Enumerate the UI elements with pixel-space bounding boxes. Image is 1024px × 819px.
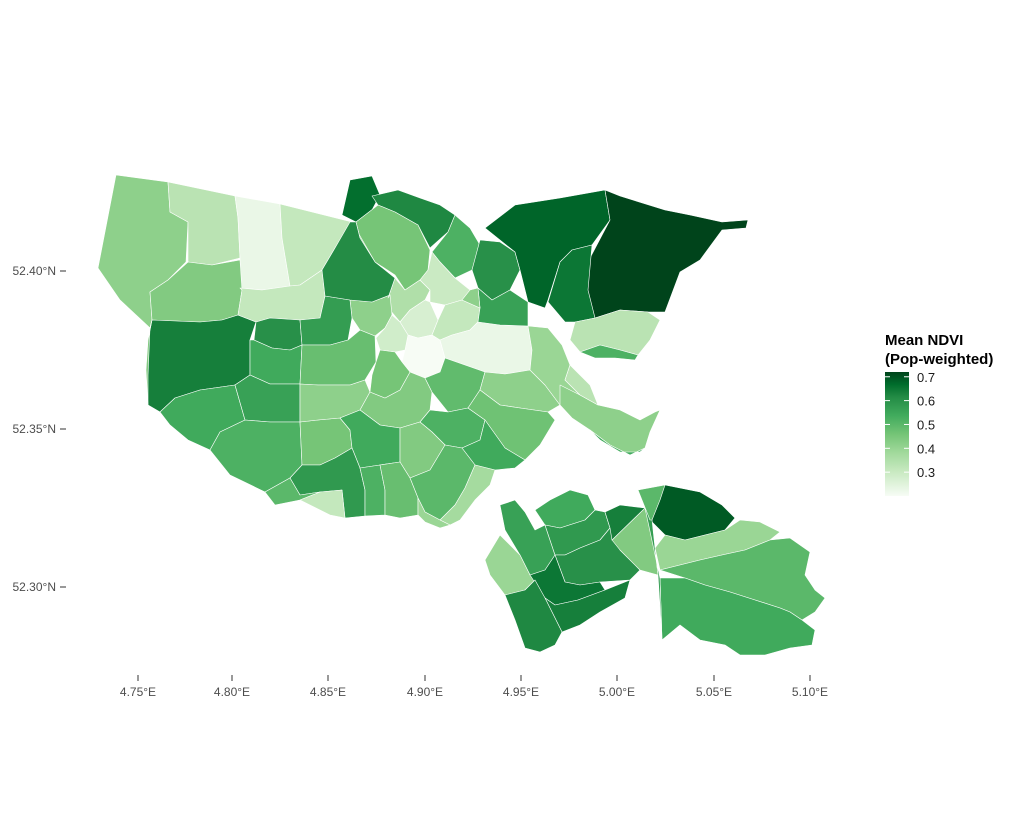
y-tick-label: 52.40°N <box>13 264 57 278</box>
district-region <box>145 319 153 406</box>
legend: Mean NDVI (Pop-weighted) 0.7 0.6 0.5 0.4 0.3 <box>885 332 993 496</box>
district-region <box>439 464 496 526</box>
district-region <box>299 489 346 519</box>
legend-tick-label: 0.6 <box>917 394 935 409</box>
x-tick-label: 4.85°E <box>310 685 346 699</box>
district-region <box>659 577 816 656</box>
x-tick-label: 4.80°E <box>214 685 250 699</box>
district-region <box>461 287 481 309</box>
district-region <box>467 389 556 461</box>
legend-tick-label: 0.3 <box>917 465 935 480</box>
x-tick-label: 4.90°E <box>407 685 443 699</box>
district-region <box>604 504 646 541</box>
legend-tick-label: 0.7 <box>917 370 935 385</box>
legend-colorbar <box>885 372 909 496</box>
x-tick-label: 5.00°E <box>599 685 635 699</box>
district-region <box>544 579 631 633</box>
legend-tick-label: 0.4 <box>917 441 935 456</box>
district-region <box>637 484 666 521</box>
district-region <box>504 579 563 653</box>
legend-title-line1: Mean NDVI <box>885 332 963 349</box>
district-region <box>564 364 599 406</box>
district-polygons <box>97 174 826 656</box>
district-region <box>417 497 451 529</box>
district-region <box>375 314 409 353</box>
district-region <box>589 429 646 456</box>
legend-title-line2: (Pop-weighted) <box>885 351 993 368</box>
legend-tick-label: 0.5 <box>917 417 935 432</box>
x-tick-label: 5.05°E <box>696 685 732 699</box>
district-region <box>369 349 411 399</box>
district-region <box>477 287 529 327</box>
x-tick-label: 4.95°E <box>503 685 539 699</box>
y-axis: 52.40°N 52.35°N 52.30°N <box>13 264 66 594</box>
legend-ticks: 0.7 0.6 0.5 0.4 0.3 <box>885 370 935 480</box>
x-tick-label: 5.10°E <box>792 685 828 699</box>
district-region <box>569 309 661 356</box>
y-tick-label: 52.30°N <box>13 580 57 594</box>
x-tick-label: 4.75°E <box>120 685 156 699</box>
district-region <box>579 344 639 361</box>
x-axis: 4.75°E 4.80°E 4.85°E 4.90°E 4.95°E 5.00°… <box>120 675 828 699</box>
district-region <box>559 384 661 456</box>
district-region <box>321 221 396 303</box>
y-tick-label: 52.35°N <box>13 422 57 436</box>
